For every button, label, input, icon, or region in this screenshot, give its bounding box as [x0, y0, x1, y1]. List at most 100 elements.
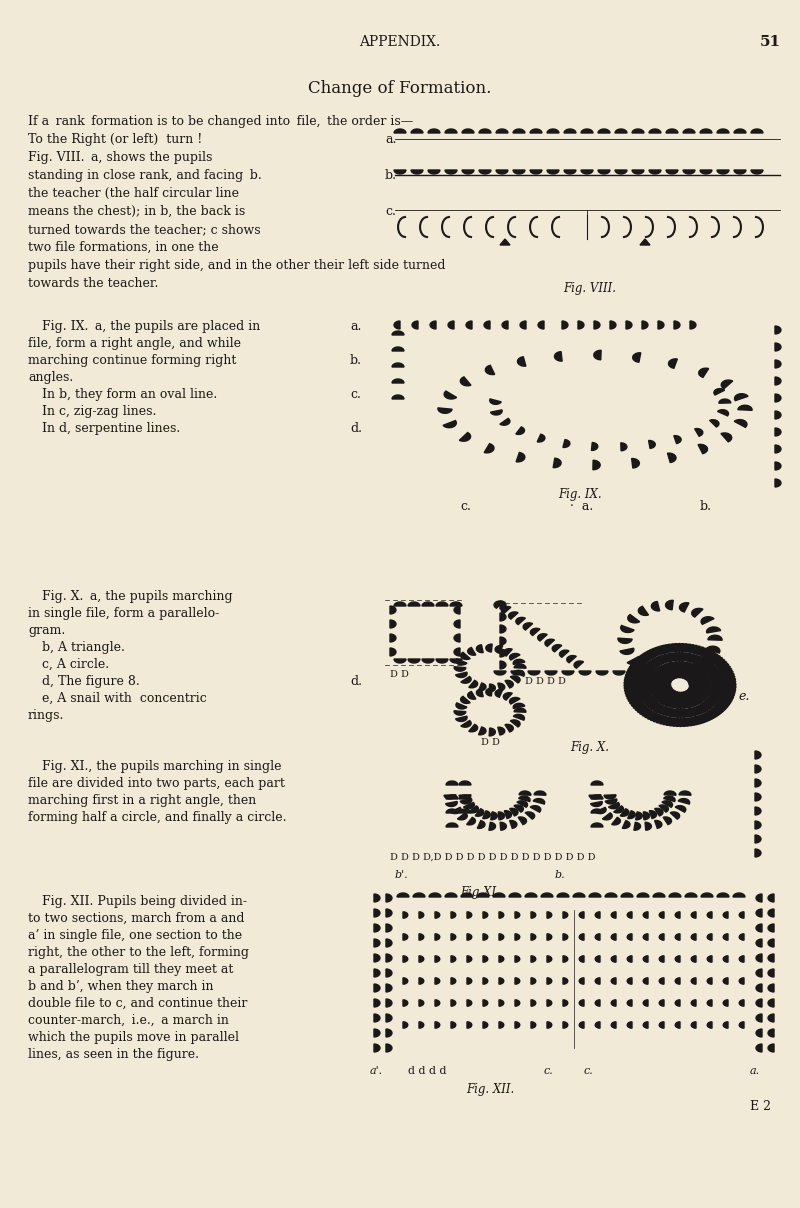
Polygon shape: [611, 934, 616, 940]
Polygon shape: [500, 612, 506, 621]
Polygon shape: [707, 956, 712, 963]
Polygon shape: [649, 689, 661, 693]
Polygon shape: [695, 647, 703, 655]
Polygon shape: [640, 239, 650, 245]
Polygon shape: [666, 698, 674, 707]
Polygon shape: [768, 924, 774, 933]
Polygon shape: [712, 684, 724, 689]
Polygon shape: [656, 656, 664, 664]
Text: b.: b.: [385, 169, 397, 182]
Polygon shape: [663, 690, 674, 696]
Polygon shape: [620, 649, 634, 655]
Polygon shape: [683, 170, 695, 174]
Polygon shape: [374, 1044, 380, 1052]
Polygon shape: [713, 707, 722, 714]
Polygon shape: [653, 893, 665, 898]
Polygon shape: [676, 709, 683, 718]
Polygon shape: [718, 410, 729, 416]
Polygon shape: [504, 811, 512, 819]
Polygon shape: [653, 670, 662, 678]
Polygon shape: [659, 977, 664, 985]
Polygon shape: [686, 645, 694, 652]
Polygon shape: [701, 656, 714, 664]
Polygon shape: [451, 912, 456, 918]
Polygon shape: [643, 934, 648, 940]
Text: pupils have their right side, and in the other their left side turned: pupils have their right side, and in the…: [28, 259, 446, 272]
Polygon shape: [677, 652, 684, 661]
Polygon shape: [654, 693, 665, 699]
Polygon shape: [390, 620, 396, 628]
Text: D D: D D: [481, 738, 499, 747]
Polygon shape: [446, 795, 458, 798]
Polygon shape: [531, 912, 536, 918]
Polygon shape: [612, 818, 621, 825]
Polygon shape: [516, 453, 525, 461]
Polygon shape: [602, 813, 612, 820]
Polygon shape: [374, 908, 380, 917]
Polygon shape: [386, 894, 392, 902]
Polygon shape: [640, 695, 651, 701]
Polygon shape: [775, 428, 781, 436]
Polygon shape: [625, 676, 637, 683]
Polygon shape: [724, 676, 735, 681]
Polygon shape: [495, 645, 502, 654]
Polygon shape: [459, 795, 471, 798]
Polygon shape: [694, 429, 702, 436]
Polygon shape: [638, 705, 647, 713]
Polygon shape: [643, 912, 648, 918]
Polygon shape: [514, 664, 526, 668]
Polygon shape: [514, 670, 525, 676]
Polygon shape: [374, 939, 380, 947]
Polygon shape: [486, 689, 492, 696]
Text: Fig. IX.: Fig. IX.: [558, 488, 602, 501]
Polygon shape: [654, 714, 662, 722]
Polygon shape: [515, 956, 520, 963]
Polygon shape: [679, 791, 691, 795]
Polygon shape: [649, 170, 661, 174]
Polygon shape: [483, 1022, 488, 1028]
Polygon shape: [675, 806, 686, 812]
Polygon shape: [595, 1022, 600, 1028]
Polygon shape: [691, 708, 698, 716]
Polygon shape: [702, 702, 712, 709]
Text: Fig. XI., the pupils marching in single: Fig. XI., the pupils marching in single: [42, 760, 282, 773]
Polygon shape: [694, 696, 703, 703]
Polygon shape: [475, 808, 484, 817]
Polygon shape: [691, 934, 696, 940]
Polygon shape: [559, 650, 569, 657]
Polygon shape: [658, 645, 666, 654]
Polygon shape: [562, 670, 574, 675]
Polygon shape: [496, 170, 508, 174]
Polygon shape: [595, 956, 600, 963]
Polygon shape: [436, 660, 448, 663]
Polygon shape: [723, 1022, 728, 1028]
Polygon shape: [738, 405, 752, 411]
Polygon shape: [448, 321, 454, 329]
Polygon shape: [625, 690, 636, 693]
Polygon shape: [455, 716, 467, 721]
Polygon shape: [613, 670, 625, 675]
Polygon shape: [531, 934, 536, 940]
Text: Change of Formation.: Change of Formation.: [308, 80, 492, 97]
Polygon shape: [573, 893, 585, 898]
Polygon shape: [503, 649, 512, 656]
Polygon shape: [483, 977, 488, 985]
Polygon shape: [700, 129, 712, 133]
Polygon shape: [719, 399, 731, 403]
Polygon shape: [392, 347, 404, 352]
Polygon shape: [671, 652, 677, 661]
Polygon shape: [775, 411, 781, 419]
Polygon shape: [595, 977, 600, 985]
Text: ·  a.: · a.: [570, 500, 594, 513]
Polygon shape: [756, 985, 762, 992]
Polygon shape: [720, 697, 731, 703]
Polygon shape: [644, 664, 654, 672]
Polygon shape: [466, 321, 472, 329]
Polygon shape: [682, 669, 690, 678]
Polygon shape: [775, 394, 781, 402]
Polygon shape: [581, 129, 593, 133]
Polygon shape: [711, 676, 723, 681]
Polygon shape: [596, 670, 608, 675]
Polygon shape: [469, 680, 478, 687]
Polygon shape: [490, 812, 498, 820]
